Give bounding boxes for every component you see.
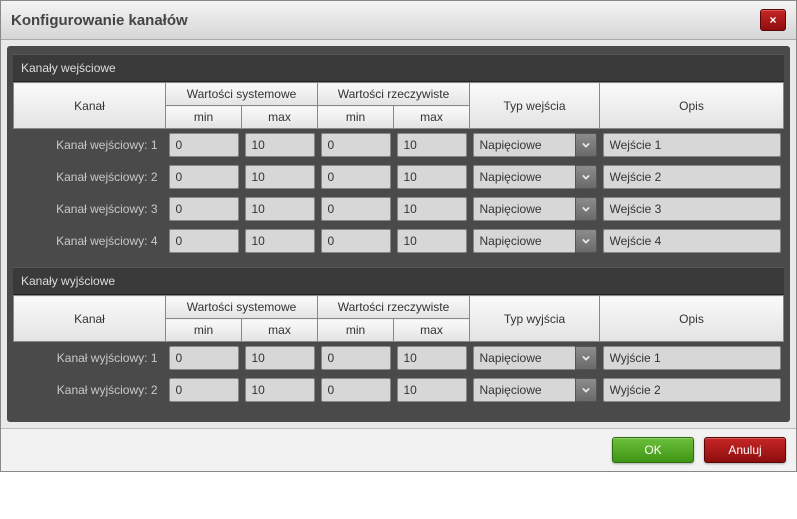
description-input[interactable] (603, 197, 781, 221)
channel-label: Kanał wejściowy: 3 (14, 193, 166, 225)
real-min-input[interactable] (321, 165, 391, 189)
real-min-input[interactable] (321, 133, 391, 157)
table-row: Kanał wyjściowy: 1 Napięciowe (14, 342, 784, 375)
channel-label: Kanał wejściowy: 2 (14, 161, 166, 193)
col-sys-min: min (166, 319, 242, 342)
input-type-select[interactable]: Napięciowe (473, 229, 575, 253)
sys-max-input[interactable] (245, 229, 315, 253)
sys-min-input[interactable] (169, 197, 239, 221)
chevron-down-icon (582, 202, 590, 216)
description-input[interactable] (603, 165, 781, 189)
dropdown-button[interactable] (575, 229, 597, 253)
chevron-down-icon (582, 383, 590, 397)
channel-label: Kanał wyjściowy: 1 (14, 342, 166, 375)
sys-max-input[interactable] (245, 197, 315, 221)
sys-max-input[interactable] (245, 378, 315, 402)
input-type-select[interactable]: Napięciowe (473, 165, 575, 189)
real-max-input[interactable] (397, 346, 467, 370)
real-max-input[interactable] (397, 133, 467, 157)
col-input-type: Typ wejścia (470, 83, 600, 129)
chevron-down-icon (582, 351, 590, 365)
dropdown-button[interactable] (575, 133, 597, 157)
col-real-min: min (318, 319, 394, 342)
table-row: Kanał wejściowy: 3 Napięciowe (14, 193, 784, 225)
cancel-button[interactable]: Anuluj (704, 437, 786, 463)
real-max-input[interactable] (397, 165, 467, 189)
real-min-input[interactable] (321, 346, 391, 370)
col-sys-max: max (242, 106, 318, 129)
sys-max-input[interactable] (245, 133, 315, 157)
description-input[interactable] (603, 346, 781, 370)
col-real-values: Wartości rzeczywiste (318, 83, 470, 106)
sys-min-input[interactable] (169, 229, 239, 253)
col-real-values: Wartości rzeczywiste (318, 296, 470, 319)
real-max-input[interactable] (397, 197, 467, 221)
col-real-min: min (318, 106, 394, 129)
table-row: Kanał wejściowy: 2 Napięciowe (14, 161, 784, 193)
col-real-max: max (394, 106, 470, 129)
dialog-content: Kanały wejściowe Kanał Wartości systemow… (7, 46, 790, 422)
table-row: Kanał wejściowy: 1 Napięciowe (14, 129, 784, 162)
col-description: Opis (600, 296, 784, 342)
channel-label: Kanał wyjściowy: 2 (14, 374, 166, 406)
dropdown-button[interactable] (575, 165, 597, 189)
col-description: Opis (600, 83, 784, 129)
col-sys-max: max (242, 319, 318, 342)
dialog-footer: OK Anuluj (1, 428, 796, 471)
sys-min-input[interactable] (169, 133, 239, 157)
channel-label: Kanał wejściowy: 4 (14, 225, 166, 257)
col-output-type: Typ wyjścia (470, 296, 600, 342)
input-type-select[interactable]: Napięciowe (473, 133, 575, 157)
chevron-down-icon (582, 170, 590, 184)
dialog-title: Konfigurowanie kanałów (11, 12, 188, 29)
close-icon: × (769, 13, 776, 27)
sys-min-input[interactable] (169, 378, 239, 402)
col-system-values: Wartości systemowe (166, 83, 318, 106)
description-input[interactable] (603, 133, 781, 157)
real-max-input[interactable] (397, 229, 467, 253)
sys-max-input[interactable] (245, 346, 315, 370)
channel-config-dialog: Konfigurowanie kanałów × Kanały wejściow… (0, 0, 797, 472)
dropdown-button[interactable] (575, 346, 597, 370)
col-channel: Kanał (14, 83, 166, 129)
output-channels-header: Kanały wyjściowe (13, 267, 784, 295)
sys-max-input[interactable] (245, 165, 315, 189)
dropdown-button[interactable] (575, 378, 597, 402)
output-type-select[interactable]: Napięciowe (473, 346, 575, 370)
close-button[interactable]: × (760, 9, 786, 31)
input-channels-table: Kanał Wartości systemowe Wartości rzeczy… (13, 82, 784, 257)
real-min-input[interactable] (321, 378, 391, 402)
description-input[interactable] (603, 229, 781, 253)
col-system-values: Wartości systemowe (166, 296, 318, 319)
ok-button[interactable]: OK (612, 437, 694, 463)
col-channel: Kanał (14, 296, 166, 342)
description-input[interactable] (603, 378, 781, 402)
sys-min-input[interactable] (169, 165, 239, 189)
sys-min-input[interactable] (169, 346, 239, 370)
chevron-down-icon (582, 138, 590, 152)
output-channels-table: Kanał Wartości systemowe Wartości rzeczy… (13, 295, 784, 406)
col-real-max: max (394, 319, 470, 342)
chevron-down-icon (582, 234, 590, 248)
real-min-input[interactable] (321, 197, 391, 221)
col-sys-min: min (166, 106, 242, 129)
input-type-select[interactable]: Napięciowe (473, 197, 575, 221)
input-channels-header: Kanały wejściowe (13, 54, 784, 82)
table-row: Kanał wejściowy: 4 Napięciowe (14, 225, 784, 257)
table-row: Kanał wyjściowy: 2 Napięciowe (14, 374, 784, 406)
dropdown-button[interactable] (575, 197, 597, 221)
output-type-select[interactable]: Napięciowe (473, 378, 575, 402)
real-max-input[interactable] (397, 378, 467, 402)
titlebar: Konfigurowanie kanałów × (1, 1, 796, 40)
real-min-input[interactable] (321, 229, 391, 253)
channel-label: Kanał wejściowy: 1 (14, 129, 166, 162)
